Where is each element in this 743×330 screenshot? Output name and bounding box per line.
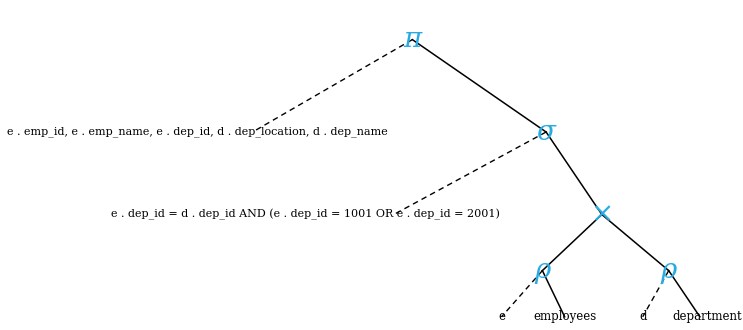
Text: e: e — [498, 311, 505, 323]
Text: employees: employees — [533, 311, 597, 323]
Text: ρ: ρ — [534, 257, 551, 284]
Text: ρ: ρ — [661, 257, 677, 284]
Text: department: department — [672, 311, 742, 323]
Text: d: d — [639, 311, 646, 323]
Text: π: π — [403, 26, 421, 53]
Text: σ: σ — [536, 118, 556, 146]
Text: e . dep_id = d . dep_id AND (e . dep_id = 1001 OR e . dep_id = 2001): e . dep_id = d . dep_id AND (e . dep_id … — [111, 209, 500, 220]
Text: e . emp_id, e . emp_name, e . dep_id, d . dep_location, d . dep_name: e . emp_id, e . emp_name, e . dep_id, d … — [7, 127, 388, 137]
Text: ×: × — [590, 201, 614, 228]
